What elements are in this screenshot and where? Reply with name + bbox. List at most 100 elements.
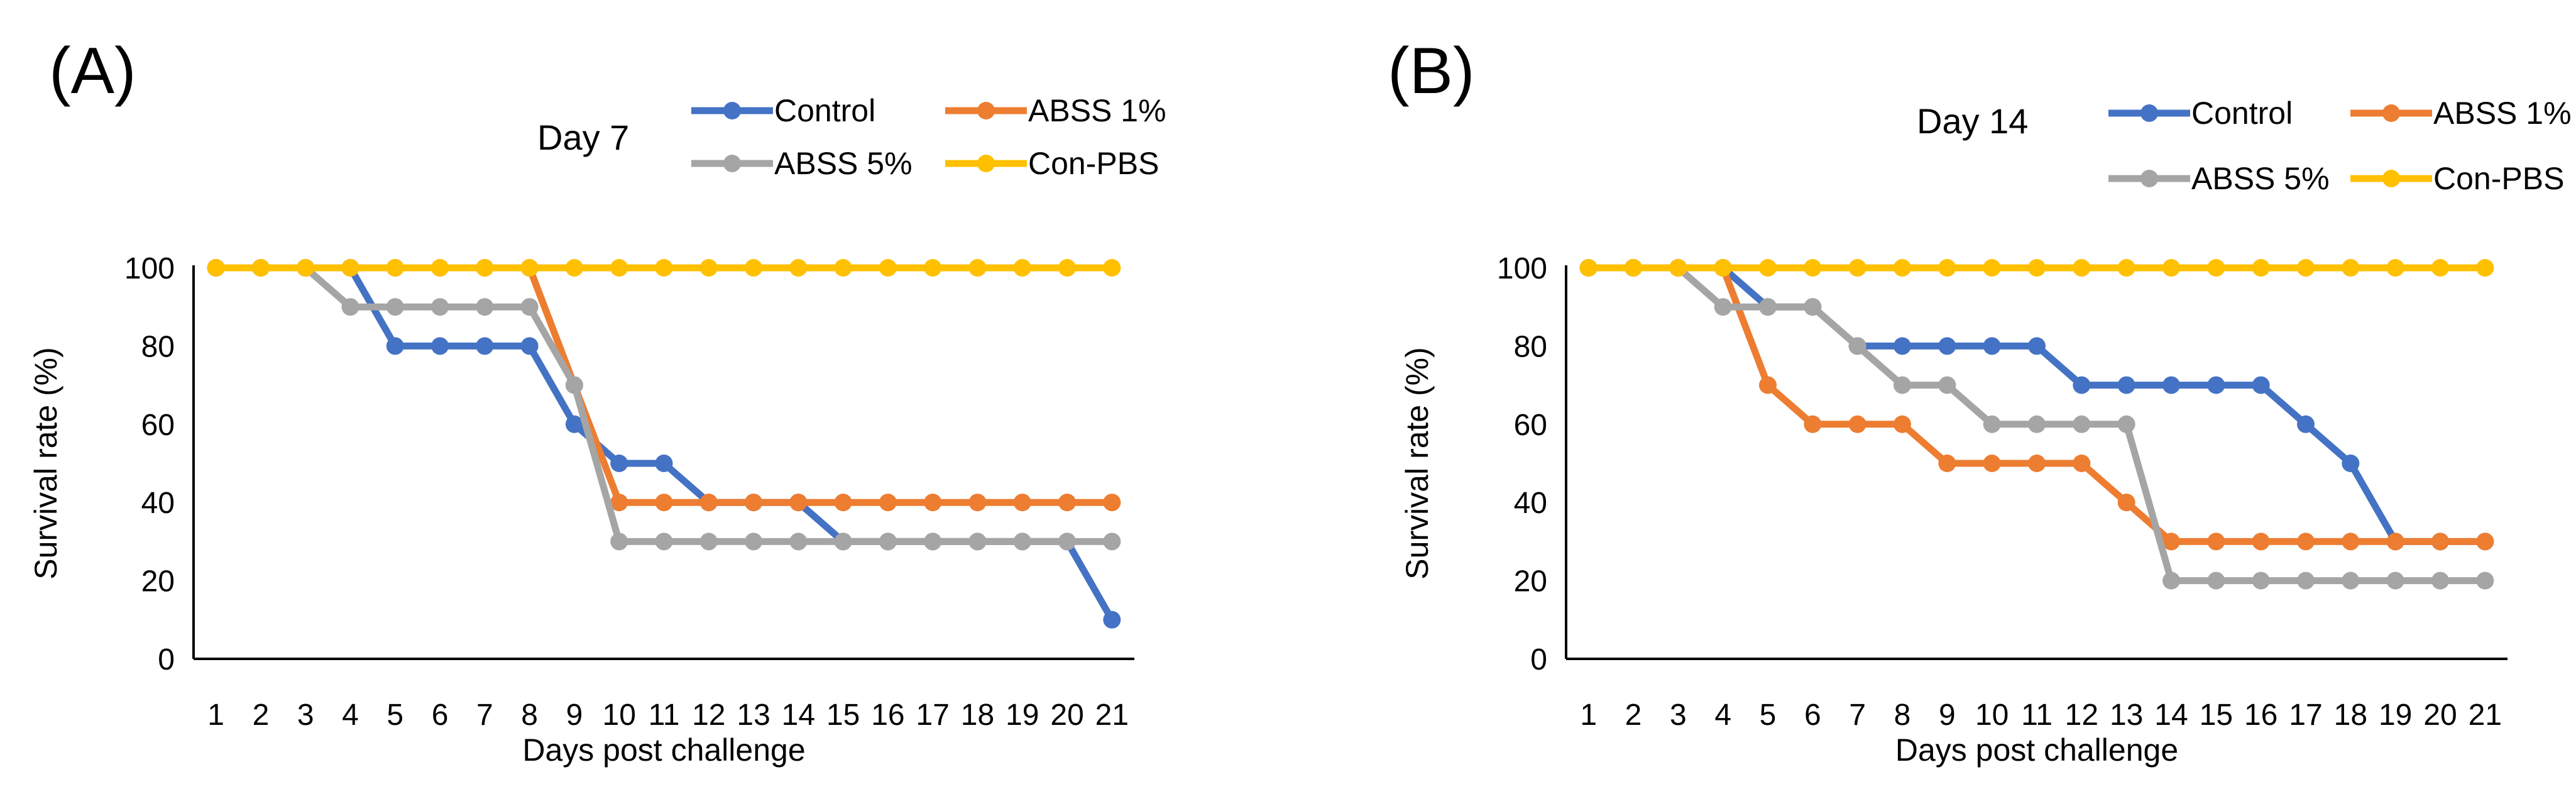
legend-label: ABSS 1% [2433, 96, 2572, 131]
data-point [968, 259, 987, 277]
data-point [2073, 259, 2091, 277]
x-tick-label: 20 [1050, 698, 1083, 732]
data-point [2342, 259, 2360, 277]
data-point [2117, 259, 2135, 277]
data-point [789, 532, 808, 551]
data-point [565, 259, 583, 277]
data-point [2476, 259, 2494, 277]
legend-entry: ABSS 1% [2350, 96, 2572, 131]
data-point [431, 259, 449, 277]
series-con-pbs [207, 259, 1121, 277]
data-point [924, 259, 942, 277]
data-point [1103, 610, 1121, 629]
legend-entry: ABSS 5% [691, 146, 913, 181]
data-point [834, 259, 852, 277]
data-point [610, 455, 628, 472]
chart-title: Day 7 [537, 118, 629, 157]
data-point [655, 455, 673, 472]
x-tick-label: 12 [2065, 698, 2098, 732]
data-point [1103, 259, 1121, 277]
x-tick-label: 3 [1670, 698, 1687, 732]
data-point [565, 376, 583, 394]
data-point [1103, 532, 1121, 551]
data-point [1983, 415, 2001, 433]
data-point [655, 532, 673, 551]
legend-label: Con-PBS [2433, 161, 2564, 196]
data-point [2386, 571, 2404, 590]
y-tick-label: 40 [1514, 487, 1547, 520]
x-tick-label: 3 [297, 698, 314, 732]
x-tick-label: 1 [1580, 698, 1597, 732]
x-tick-label: 21 [2469, 698, 2502, 732]
data-point [1848, 259, 1866, 277]
data-point [2073, 415, 2091, 433]
data-point [1058, 494, 1077, 512]
x-tick-label: 4 [1714, 698, 1731, 732]
legend-marker [977, 102, 995, 119]
y-tick-label: 80 [1514, 330, 1547, 363]
x-tick-label: 15 [826, 698, 860, 732]
x-tick-label: 2 [253, 698, 270, 732]
data-point [476, 259, 494, 277]
y-axis-label: Survival rate (%) [1400, 347, 1435, 580]
y-tick-label: 60 [141, 409, 175, 442]
data-point [520, 298, 539, 316]
data-point [968, 532, 987, 551]
x-tick-label: 8 [521, 698, 538, 732]
data-point [565, 415, 583, 433]
data-point [2117, 376, 2135, 394]
data-point [2207, 571, 2225, 590]
data-point [2028, 455, 2046, 472]
data-point [1938, 376, 1956, 394]
data-point [1894, 259, 1911, 277]
data-point [2342, 532, 2360, 551]
data-point [1669, 259, 1687, 277]
data-point [1013, 259, 1031, 277]
data-point [2207, 259, 2225, 277]
y-tick-label: 80 [141, 330, 175, 363]
data-point [924, 494, 942, 512]
data-point [699, 259, 718, 277]
data-point [1579, 259, 1598, 277]
data-point [968, 494, 987, 512]
data-point [924, 532, 942, 551]
x-tick-label: 17 [2289, 698, 2322, 732]
legend-marker [2140, 104, 2158, 122]
data-point [1938, 455, 1956, 472]
data-point [2207, 532, 2225, 551]
legend-entry: Con-PBS [945, 146, 1159, 181]
legend-marker [2382, 170, 2400, 187]
legend-label: Control [774, 93, 875, 128]
data-point [2297, 571, 2315, 590]
data-point [2073, 376, 2091, 394]
x-tick-label: 9 [1939, 698, 1956, 732]
data-point [1848, 337, 1866, 355]
y-tick-label: 0 [1530, 643, 1547, 676]
data-point [386, 337, 404, 355]
data-point [476, 298, 494, 316]
data-point [341, 259, 359, 277]
legend-label: ABSS 5% [774, 146, 913, 181]
data-point [2117, 415, 2135, 433]
data-point [431, 337, 449, 355]
data-point [2431, 571, 2449, 590]
x-tick-label: 8 [1894, 698, 1911, 732]
x-tick-label: 5 [1760, 698, 1777, 732]
data-point [745, 259, 763, 277]
data-point [2386, 532, 2404, 551]
legend-label: ABSS 5% [2191, 161, 2330, 196]
x-tick-label: 10 [603, 698, 636, 732]
data-point [699, 494, 718, 512]
y-tick-label: 100 [1497, 252, 1547, 285]
data-point [834, 494, 852, 512]
legend-marker [723, 155, 741, 172]
data-point [745, 532, 763, 551]
data-point [1058, 259, 1077, 277]
data-point [1983, 455, 2001, 472]
data-point [2162, 376, 2180, 394]
x-tick-label: 14 [2154, 698, 2188, 732]
y-axis-label: Survival rate (%) [28, 347, 63, 580]
x-tick-label: 1 [207, 698, 224, 732]
